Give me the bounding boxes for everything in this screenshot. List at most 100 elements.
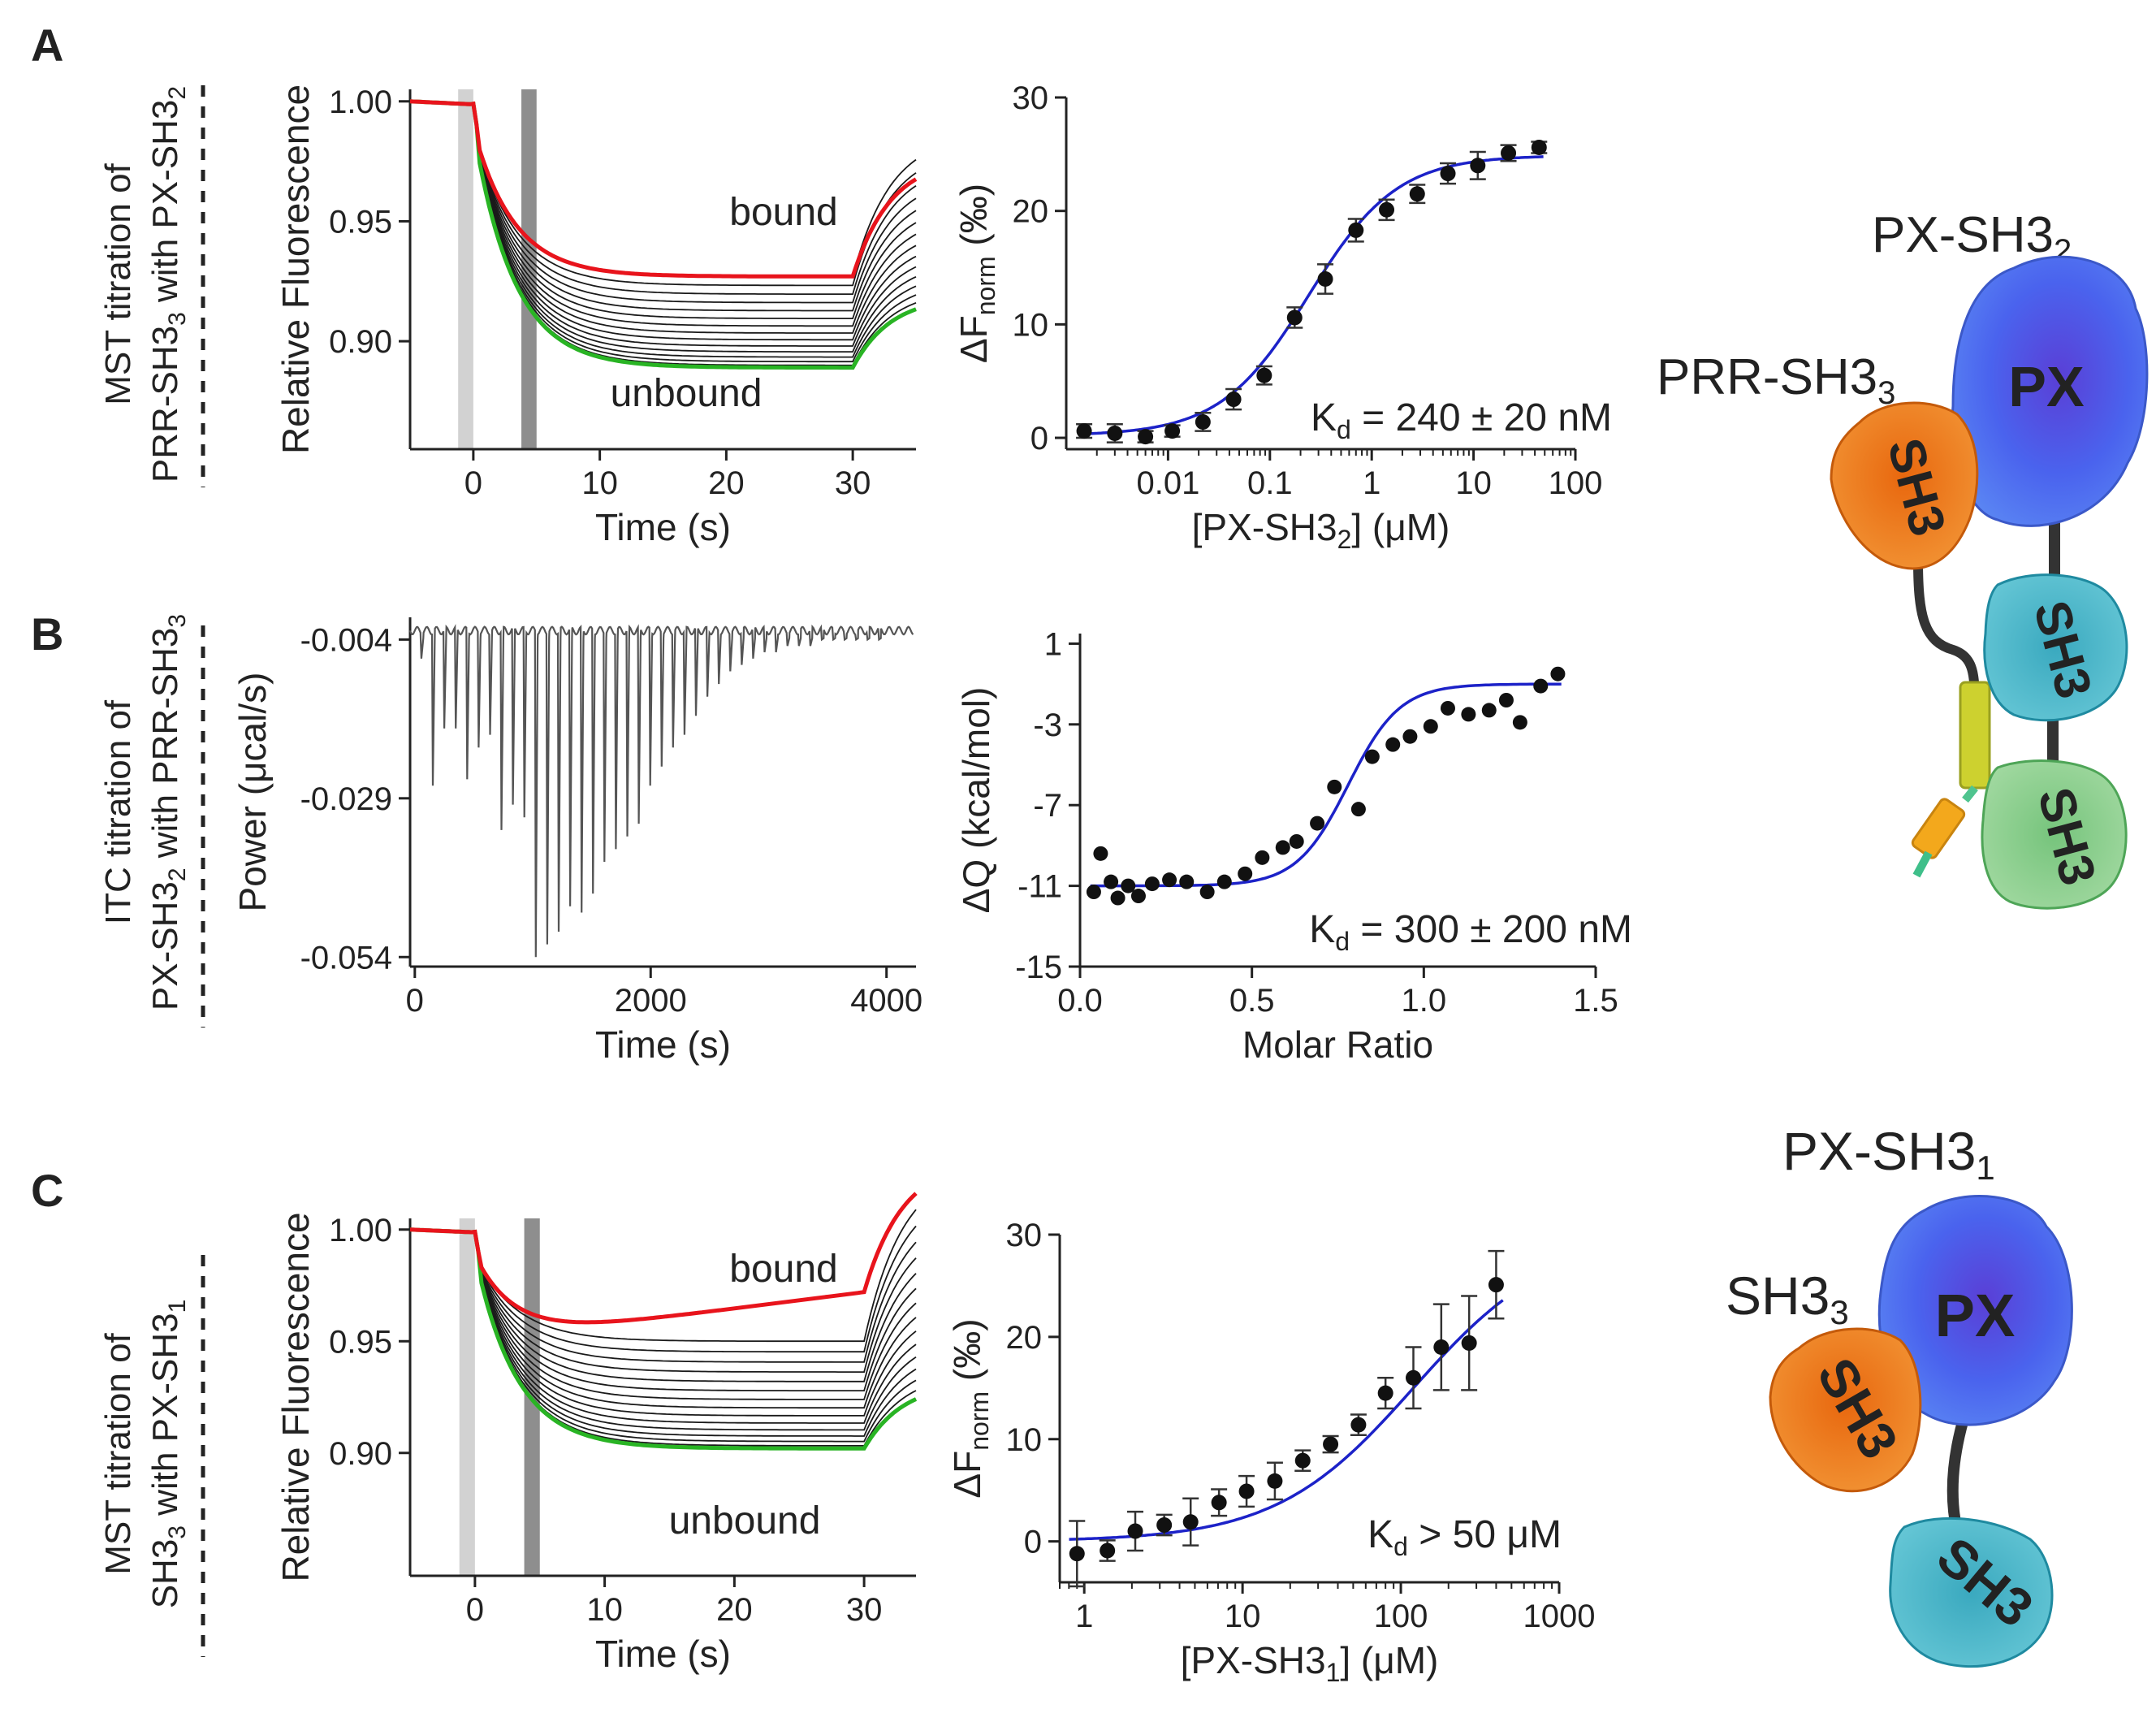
kd-annotation: Kd > 50 μM [1367,1513,1562,1561]
side-label-b-line1: ITC titration of [98,699,138,924]
data-point [1289,833,1304,849]
data-point [1470,158,1486,174]
data-point [1379,201,1395,218]
linker-prr [1913,560,1980,691]
px-label-bottom: PX [1935,1282,2016,1349]
x-axis-title: [PX-SH32] (μM) [1192,506,1450,554]
y-axis-title: Power (μcal/s) [231,673,274,912]
data-point [1110,890,1126,906]
y-axis-title: Relative Fluorescence [274,1212,317,1581]
titration-trace [409,1228,917,1391]
data-point [1440,166,1456,182]
x-tick-label: 10 [581,465,618,501]
data-point [1294,1452,1311,1469]
x-axis-title: Time (s) [595,1023,731,1066]
unbound-label: unbound [611,372,763,415]
titration-trace [409,1228,917,1400]
data-point [1423,719,1438,734]
x-axis-title: Time (s) [595,1633,731,1675]
titration-trace [409,100,917,353]
data-point [1481,703,1497,718]
y-title-main: Power ( [231,782,274,911]
data-point [1327,779,1342,794]
y-tick-label: -7 [1033,788,1062,824]
kd-annotation: Kd = 300 ± 200 nM [1309,908,1632,956]
unbound-label: unbound [669,1499,821,1542]
data-point [1440,700,1455,716]
x-tick-label: 0 [406,983,424,1019]
bound-trace [409,1192,918,1325]
unbound-trace [409,1227,918,1451]
side-label-c-line2: SH33 with PX-SH31 [145,1300,191,1609]
titration-trace [409,100,917,327]
x-tick-label: 2000 [615,983,687,1019]
sh3-orange-bottom [1769,1327,1922,1493]
y-title-main: ΔF [953,315,995,363]
y-title-tail: ) [231,673,274,685]
x-tick-label: 0 [466,1592,484,1628]
data-point [1130,889,1146,904]
x-tick-label: 1.5 [1573,983,1618,1019]
data-point [1364,749,1380,764]
chart-c-mst-traces: 0 10 20 30 0.90 0.95 1.00 bound unbound Time (s) R… [274,1192,918,1675]
data-point [1238,1483,1255,1499]
x-axis-title: [PX-SH31] (μM) [1181,1639,1439,1687]
data-point [1076,423,1092,439]
y-title-main: ΔF [946,1451,988,1499]
schematic-bottom-label-sh3: SH33 [1726,1266,1849,1331]
titration-trace [409,100,917,319]
data-point [1225,392,1242,408]
data-point [1138,429,1154,445]
titration-trace [409,100,917,347]
y-axis-title: ΔQ (kcal/mol) [955,687,997,914]
y-title-tail: (‰) [953,184,995,256]
kd-value: > 50 μM [1408,1513,1562,1556]
x-tick-label: 0.01 [1136,465,1199,501]
data-point [1069,1546,1085,1562]
data-point [1533,678,1549,694]
schematic-bottom-title: PX-SH31 [1782,1121,1995,1187]
bound-label: bound [729,1248,837,1291]
data-point [1512,715,1527,730]
data-point [1211,1495,1227,1511]
titration-trace [409,1225,917,1353]
fit-curve [1078,155,1544,436]
bound-trace [409,99,918,279]
data-point [1199,885,1215,900]
linker-px-sh3-bottom [1946,1411,1971,1533]
titration-trace [409,1228,917,1417]
data-point [1286,309,1303,326]
y-tick-label: -3 [1033,707,1062,743]
data-point [1550,666,1566,681]
y-tick-label: 0.90 [329,324,392,360]
kd-k: K [1367,1513,1393,1556]
x-tick-label: 100 [1549,465,1603,501]
data-point [1350,802,1366,817]
data-point [1317,270,1333,287]
y-axis-title: ΔFnorm (‰) [946,1318,994,1498]
data-point [1104,874,1119,889]
x-tick-label: 100 [1374,1599,1428,1634]
schematic-bottom: PX-SH31 SH33 PX SH3 SH3 [1726,1121,2073,1668]
data-point [1195,413,1211,430]
side-label-b-line2: PX-SH32 with PRR-SH33 [145,614,191,1010]
data-point [1216,874,1232,889]
x-title-main: [PX-SH3 [1181,1639,1326,1681]
titration-trace [409,100,917,341]
x-tick-label: 20 [708,465,745,501]
x-tick-label: 10 [1225,1599,1261,1634]
y-tick-label: -0.004 [300,622,392,658]
x-tick-label: 0.0 [1057,983,1103,1019]
x-title-sub: 2 [1337,525,1352,554]
data-point [1144,876,1160,892]
panel-letter-a: A [31,19,63,71]
kd-k: K [1311,396,1337,439]
data-point [1127,1523,1143,1539]
titration-trace [409,1228,917,1443]
data-point [1164,423,1181,439]
x-tick-label: 0.5 [1229,983,1275,1019]
side-label-a-line2: PRR-SH33 with PX-SH32 [145,86,191,482]
data-point [1433,1339,1450,1355]
data-point [1275,840,1290,855]
